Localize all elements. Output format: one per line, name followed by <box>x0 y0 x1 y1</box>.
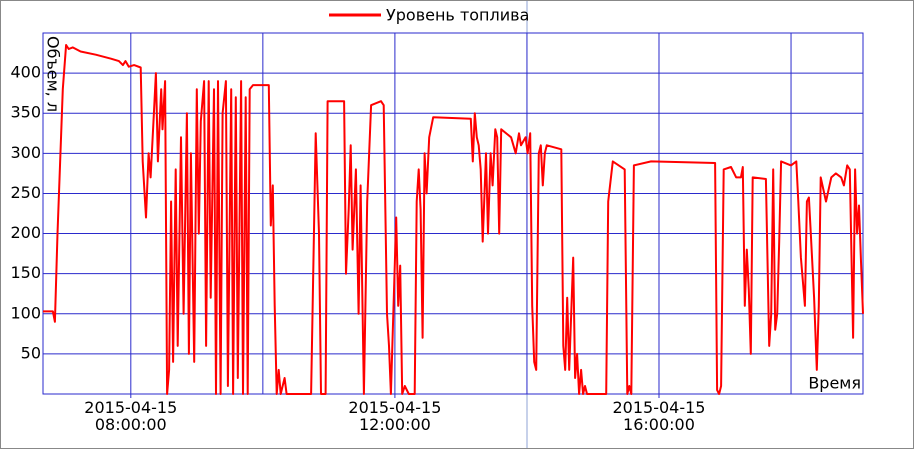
y-tick-label: 100 <box>10 303 41 322</box>
x-tick-label: 2015-04-15 08:00:00 <box>84 398 178 434</box>
x-tick-label: 2015-04-15 16:00:00 <box>612 398 706 434</box>
legend-label: Уровень топлива <box>386 6 529 25</box>
y-tick-label: 400 <box>10 63 41 82</box>
plot-frame <box>42 32 864 395</box>
y-tick-label: 200 <box>10 223 41 242</box>
x-tick-label: 2015-04-15 12:00:00 <box>348 398 442 434</box>
y-tick-label: 250 <box>10 183 41 202</box>
data-line <box>43 44 864 395</box>
y-tick-label: 150 <box>10 263 41 282</box>
y-tick-label: 300 <box>10 143 41 162</box>
y-axis-label: Объем, л <box>44 36 63 112</box>
x-axis-label: Время <box>808 374 861 393</box>
y-tick-label: 350 <box>10 103 41 122</box>
y-tick-label: 50 <box>21 343 41 362</box>
